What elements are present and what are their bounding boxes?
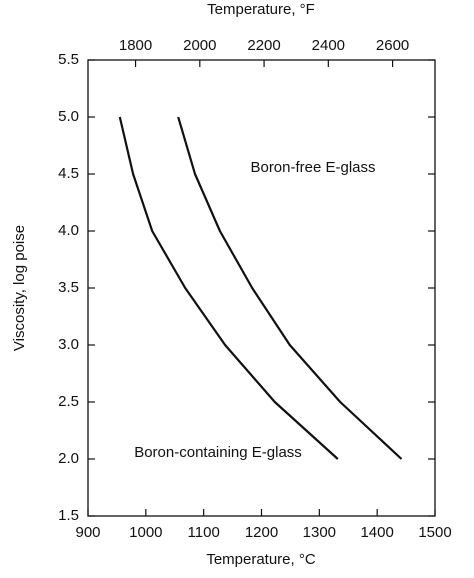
y-tick-label: 4.0 (58, 222, 79, 239)
x2-axis-label: Temperature, °F (207, 1, 315, 18)
y-tick-label: 3.5 (58, 279, 79, 296)
x2-tick-label: 1800 (119, 37, 152, 54)
line-series (118, 116, 339, 460)
x2-tick-label: 2000 (183, 37, 216, 54)
x-tick-label: 1400 (360, 524, 393, 541)
series-label: Boron-free E-glass (250, 159, 375, 176)
x-tick-label: 1300 (303, 524, 336, 541)
x-axis-label: Temperature, °C (206, 551, 316, 568)
x-tick-label: 900 (75, 524, 100, 541)
y-tick-label: 4.5 (58, 165, 79, 182)
y-tick-label: 2.5 (58, 393, 79, 410)
series-label: Boron-containing E-glass (134, 444, 302, 461)
x-tick-label: 1200 (245, 524, 278, 541)
x2-tick-label: 2400 (312, 37, 345, 54)
y-tick-label: 5.0 (58, 108, 79, 125)
y-tick-label: 2.0 (58, 450, 79, 467)
y-tick-label: 3.0 (58, 336, 79, 353)
line-series (177, 116, 403, 460)
y-tick-label: 1.5 (58, 507, 79, 524)
x2-tick-label: 2600 (376, 37, 409, 54)
y-axis-label: Viscosity, log poise (11, 225, 28, 351)
y-tick-label: 5.5 (58, 51, 79, 68)
x-tick-label: 1500 (418, 524, 451, 541)
x-tick-label: 1000 (129, 524, 162, 541)
x-tick-label: 1100 (188, 524, 220, 541)
x2-tick-label: 2200 (247, 37, 280, 54)
